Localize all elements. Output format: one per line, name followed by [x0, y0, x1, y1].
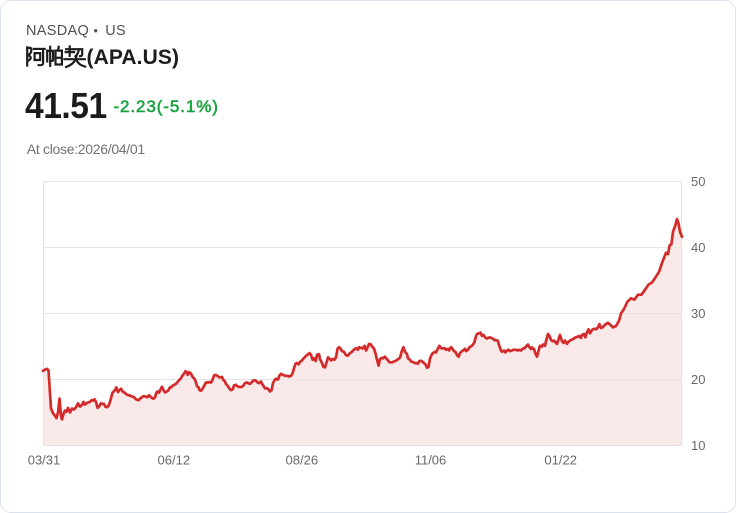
svg-text:03/31: 03/31	[28, 453, 61, 468]
svg-text:50: 50	[691, 174, 705, 189]
svg-text:11/06: 11/06	[415, 453, 447, 468]
svg-text:01/22: 01/22	[544, 453, 577, 468]
svg-text:10: 10	[691, 438, 705, 453]
svg-text:08/26: 08/26	[286, 453, 319, 468]
svg-text:20: 20	[691, 372, 705, 387]
svg-text:06/12: 06/12	[158, 453, 191, 468]
svg-text:40: 40	[691, 240, 705, 255]
svg-text:30: 30	[691, 306, 705, 321]
